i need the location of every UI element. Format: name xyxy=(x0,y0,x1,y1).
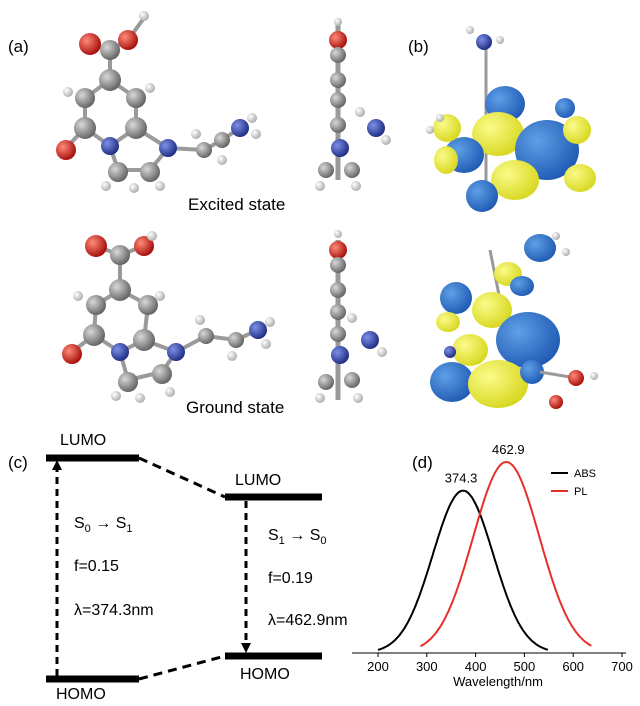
x-tick-label-400: 400 xyxy=(465,659,487,674)
x-tick-label-600: 600 xyxy=(562,659,584,674)
excited-molecule-side xyxy=(315,18,391,191)
left-oscillator: f=0.15 xyxy=(74,558,119,575)
left-homo-label: HOMO xyxy=(56,686,106,703)
left-lumo-label: LUMO xyxy=(60,432,107,449)
ground-molecule-side xyxy=(315,230,387,403)
x-tick-label-200: 200 xyxy=(367,659,389,674)
series-abs-curve xyxy=(377,489,549,651)
energy-level-diagram xyxy=(46,454,322,683)
right-transition: S1 → S0 xyxy=(268,527,327,548)
right-homo-label: HOMO xyxy=(240,666,290,683)
lumo-connector xyxy=(138,456,226,499)
legend-label-pl: PL xyxy=(574,486,587,498)
x-axis-label: Wavelength/nm xyxy=(453,674,543,689)
x-tick-label-700: 700 xyxy=(611,659,633,674)
left-transition: S0 → S1 xyxy=(74,515,133,536)
orbital-homo xyxy=(430,232,598,409)
legend-label-abs: ABS xyxy=(574,468,596,480)
ground-state-caption: Ground state xyxy=(186,398,285,417)
excited-molecule-atoms xyxy=(56,11,261,193)
x-tick-label-300: 300 xyxy=(416,659,438,674)
series-pl-curve xyxy=(419,460,592,648)
left-wavelength: λ=374.3nm xyxy=(74,602,154,619)
orbital-lumo xyxy=(426,26,596,212)
panel-label-b: (b) xyxy=(408,37,429,56)
panel-label-d: (d) xyxy=(412,453,433,472)
x-tick-label-500: 500 xyxy=(514,659,536,674)
peak-label-pl: 462.9 xyxy=(492,442,525,457)
ground-molecule-atoms xyxy=(62,231,275,403)
right-lumo-label: LUMO xyxy=(235,472,282,489)
excited-state-caption: Excited state xyxy=(188,195,286,214)
right-wavelength: λ=462.9nm xyxy=(268,612,348,629)
panel-label-a: (a) xyxy=(8,37,29,56)
peak-label-abs: 374.3 xyxy=(445,471,478,486)
right-oscillator: f=0.19 xyxy=(268,570,313,587)
panel-label-c: (c) xyxy=(8,453,28,472)
